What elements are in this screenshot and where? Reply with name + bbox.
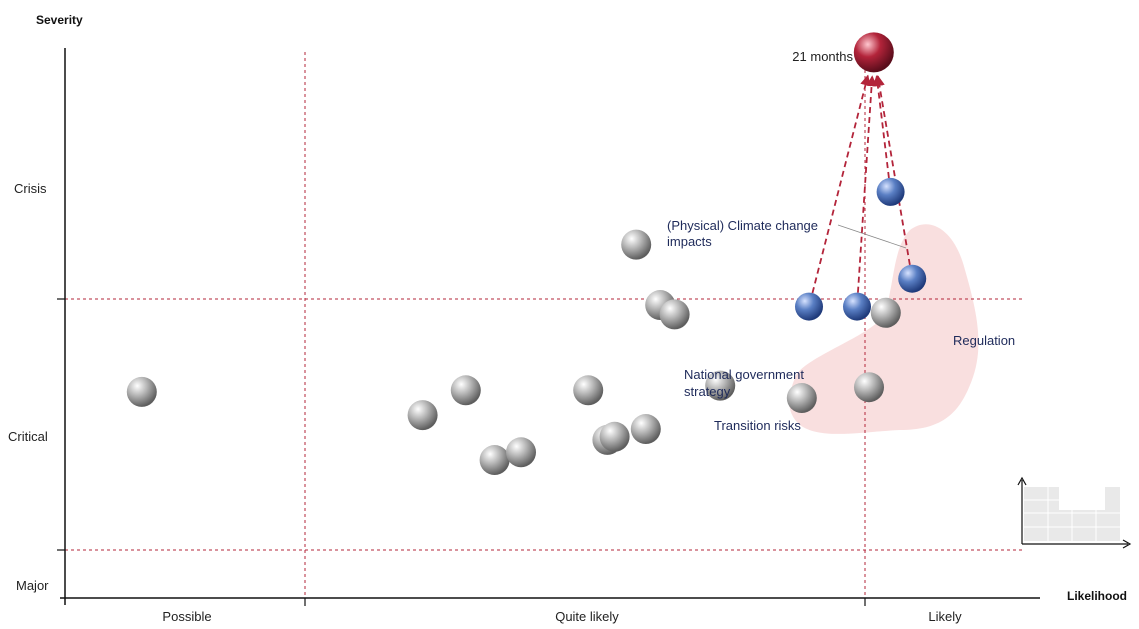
annotation-national-line1: National government xyxy=(684,367,804,382)
points-layer xyxy=(126,32,927,476)
arrows-layer xyxy=(811,74,911,294)
annotation-national-line2: strategy xyxy=(684,384,731,399)
point-grey-5 xyxy=(573,375,604,406)
point-red-20 xyxy=(853,32,894,73)
x-tick-label-likely: Likely xyxy=(928,609,962,624)
point-blue-18 xyxy=(876,177,905,206)
annotation-transition: Transition risks xyxy=(714,418,801,433)
leader-line-physical xyxy=(837,224,907,249)
point-grey-0 xyxy=(126,376,157,407)
point-blue-17 xyxy=(843,292,871,321)
annotation-regulation: Regulation xyxy=(953,333,1015,348)
point-grey-3 xyxy=(479,445,510,476)
point-grey-13 xyxy=(786,383,817,414)
y-tick-label-major: Major xyxy=(16,578,49,593)
x-tick-label-quite-likely: Quite likely xyxy=(555,609,619,624)
arrow-0 xyxy=(811,74,871,294)
y-axis-title: Severity xyxy=(36,13,83,27)
arrow-3 xyxy=(874,74,911,266)
point-grey-15 xyxy=(854,372,884,403)
highlight-zone xyxy=(789,224,979,434)
annotation-physical-line1: (Physical) Climate change xyxy=(667,218,818,233)
point-grey-9 xyxy=(621,229,652,260)
point-blue-19 xyxy=(898,264,927,293)
mini-chart-icon xyxy=(1017,476,1132,549)
y-tick-label-critical: Critical xyxy=(8,429,48,444)
x-axis-title: Likelihood xyxy=(1067,589,1127,603)
point-grey-7 xyxy=(599,421,630,452)
point-grey-2 xyxy=(450,375,481,406)
arrow-2 xyxy=(872,75,890,179)
arrow-1 xyxy=(857,75,877,293)
point-grey-11 xyxy=(659,299,690,330)
point-grey-1 xyxy=(407,400,438,431)
x-tick-label-possible: Possible xyxy=(162,609,211,624)
point-grey-14 xyxy=(870,297,901,328)
point-grey-12 xyxy=(705,370,736,401)
annotation-21-months: 21 months xyxy=(792,49,853,64)
y-tick-label-crisis: Crisis xyxy=(14,181,47,196)
point-grey-4 xyxy=(506,437,536,468)
point-grey-8 xyxy=(630,414,661,445)
annotation-physical-line2: impacts xyxy=(667,234,712,249)
point-blue-16 xyxy=(795,292,823,321)
